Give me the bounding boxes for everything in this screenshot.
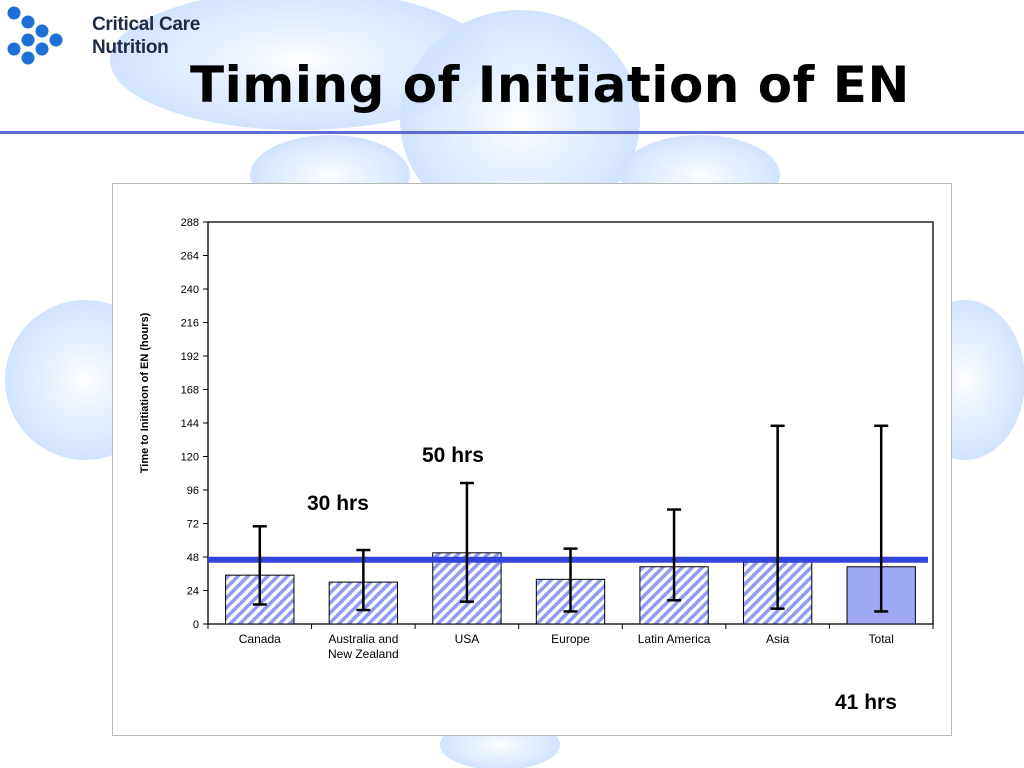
title-divider bbox=[0, 131, 1024, 134]
y-tick-label: 216 bbox=[181, 318, 199, 330]
logo-line-1: Critical Care bbox=[92, 14, 201, 35]
x-tick-label: Canada bbox=[239, 632, 281, 646]
x-tick-label: Europe bbox=[551, 632, 590, 646]
y-axis-label: Time to Initiation of EN (hours) bbox=[139, 312, 151, 473]
logo: Critical Care Nutrition bbox=[0, 0, 230, 75]
slide-title: Timing of Initiation of EN bbox=[190, 56, 910, 114]
error-bar bbox=[667, 508, 682, 602]
y-tick-label: 48 bbox=[187, 552, 199, 564]
logo-line-2: Nutrition bbox=[92, 37, 169, 58]
error-bar bbox=[252, 525, 267, 606]
y-tick-label: 96 bbox=[187, 485, 199, 497]
y-tick-label: 120 bbox=[181, 452, 199, 464]
y-tick-label: 24 bbox=[187, 586, 199, 598]
x-tick-label: Latin America bbox=[638, 632, 711, 646]
y-tick-label: 288 bbox=[181, 217, 199, 229]
x-tick-label: Australia and New Zealand bbox=[328, 632, 399, 661]
x-axis: Canada Australia and New Zealand USA Europe L… bbox=[207, 624, 934, 661]
error-bar bbox=[459, 481, 474, 603]
logo-icon bbox=[7, 6, 63, 65]
annotation-41-hrs: 41 hrs bbox=[835, 691, 897, 714]
annotation-50-hrs: 50 hrs bbox=[422, 444, 484, 467]
x-tick-label: Asia bbox=[766, 632, 790, 646]
error-bar bbox=[770, 424, 785, 610]
y-tick-label: 168 bbox=[181, 385, 199, 397]
bg-blob bbox=[110, 0, 490, 130]
error-bars bbox=[252, 424, 889, 613]
annotation-30-hrs: 30 hrs bbox=[307, 492, 369, 515]
y-tick-label: 192 bbox=[181, 351, 199, 363]
y-tick-label: 264 bbox=[181, 251, 199, 263]
x-tick-label: Total bbox=[869, 632, 894, 646]
y-tick-label: 0 bbox=[193, 619, 199, 631]
error-bar bbox=[874, 424, 889, 613]
x-tick-label: USA bbox=[455, 632, 480, 646]
error-bar bbox=[563, 547, 578, 613]
y-axis: 0 24 48 72 96 120 144 168 192 216 240 264 288 bbox=[181, 217, 208, 631]
error-bar bbox=[356, 548, 371, 612]
bg-blob bbox=[400, 10, 640, 230]
y-tick-label: 240 bbox=[181, 284, 199, 296]
y-tick-label: 72 bbox=[187, 519, 199, 531]
y-tick-label: 144 bbox=[181, 418, 199, 430]
